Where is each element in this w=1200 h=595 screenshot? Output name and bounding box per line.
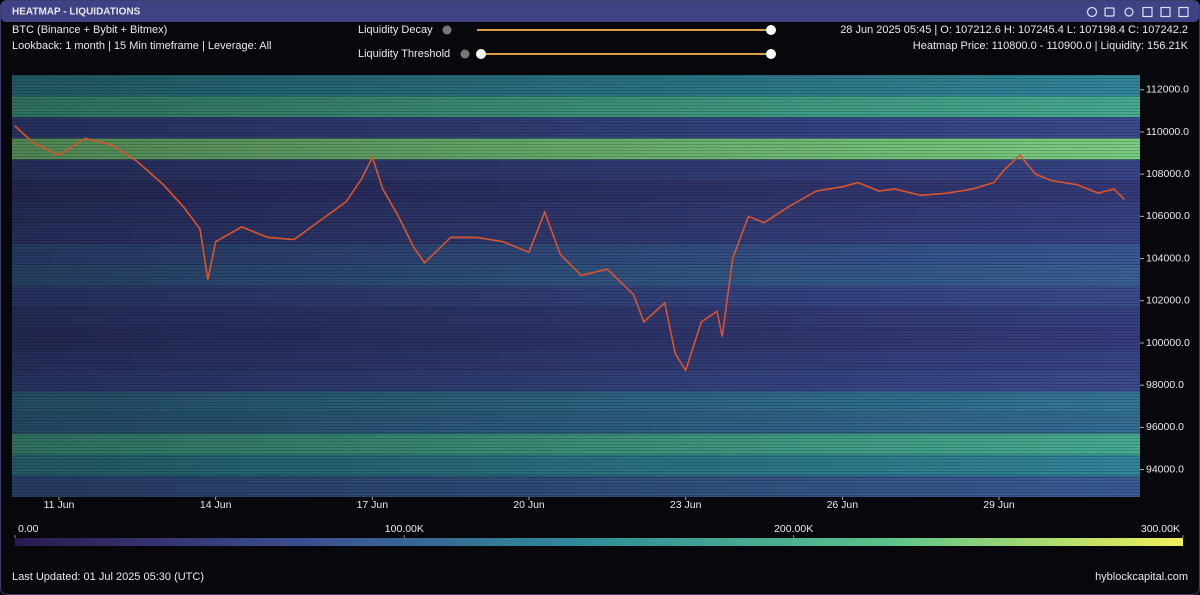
price-line	[14, 125, 1125, 373]
window-title: HEATMAP - LIQUIDATIONS	[12, 7, 141, 18]
last-updated: Last Updated: 01 Jul 2025 05:30 (UTC)	[12, 571, 204, 583]
x-tick-label: 26 Jun	[827, 499, 859, 511]
title-bar	[1, 1, 1199, 22]
colorbar-label: 100.00K	[385, 523, 424, 535]
y-tick-label: 94000.0	[1146, 463, 1184, 475]
x-tick-label: 20 Jun	[513, 499, 545, 511]
x-tick-label: 11 Jun	[44, 499, 75, 511]
y-tick-label: 100000.0	[1146, 337, 1190, 349]
hover-info: Heatmap Price: 110800.0 - 110900.0 | Liq…	[913, 40, 1189, 52]
help-icon[interactable]	[442, 25, 452, 35]
x-tick-label: 17 Jun	[357, 499, 389, 511]
threshold-label: Liquidity Threshold	[358, 48, 450, 60]
y-tick-label: 110000.0	[1146, 126, 1189, 138]
series-name: BTC (Binance + Bybit + Bitmex)	[12, 24, 167, 36]
colorbar-label: 200.00K	[774, 523, 813, 535]
help-icon[interactable]	[460, 49, 470, 59]
y-tick-label: 98000.0	[1146, 379, 1184, 391]
plot-area	[12, 75, 1140, 497]
y-tick-label: 112000.0	[1146, 84, 1189, 96]
brand: hyblockcapital.com	[1095, 571, 1188, 583]
title-bar-icons[interactable]	[1086, 6, 1189, 18]
decay-label: Liquidity Decay	[358, 24, 433, 36]
colorbar-label: 300.00K	[1141, 523, 1180, 535]
decay-knob[interactable]	[766, 25, 776, 35]
x-tick-label: 14 Jun	[200, 499, 232, 511]
y-tick-label: 102000.0	[1146, 295, 1190, 307]
lookback-info: Lookback: 1 month | 15 Min timeframe | L…	[12, 40, 271, 52]
colorbar	[15, 538, 1183, 546]
threshold-knob-high[interactable]	[766, 49, 776, 59]
x-tick-label: 29 Jun	[983, 499, 1015, 511]
x-tick-label: 23 Jun	[670, 499, 702, 511]
colorbar-label: 0.00	[18, 523, 39, 535]
y-tick-label: 96000.0	[1146, 421, 1184, 433]
threshold-knob-low[interactable]	[476, 49, 486, 59]
y-tick-label: 104000.0	[1146, 252, 1190, 264]
y-tick-label: 106000.0	[1146, 210, 1190, 222]
y-tick-label: 108000.0	[1146, 168, 1190, 180]
ohlc-info: 28 Jun 2025 05:45 | O: 107212.6 H: 10724…	[840, 24, 1188, 36]
